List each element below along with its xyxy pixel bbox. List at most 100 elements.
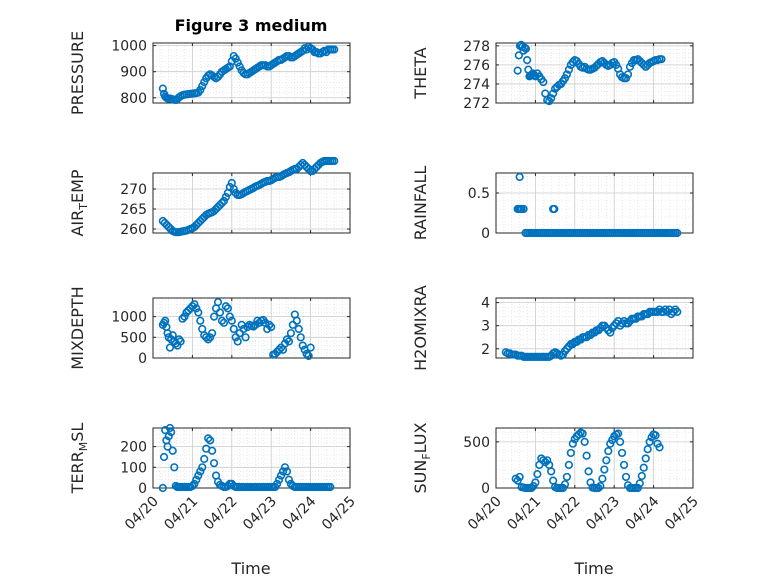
data-point <box>251 320 260 329</box>
subplot-3: 260 265 270 AIRTEMP <box>68 156 351 238</box>
y-tick-label: 200 <box>120 440 147 456</box>
x-tick-label: 04/20 <box>465 494 505 534</box>
x-tick-label: 04/25 <box>319 494 359 534</box>
data-point <box>280 339 290 348</box>
data-point <box>231 54 240 63</box>
y-tick-label: 0.5 <box>468 186 490 202</box>
y-tick-label: 0 <box>481 226 490 242</box>
data-point <box>229 184 238 194</box>
data-point <box>233 58 242 67</box>
data-point <box>219 196 229 206</box>
x-axis-label-left: Time <box>230 559 270 578</box>
subplot-1: 800 900 1000 PRESSURE <box>68 31 351 115</box>
data-point <box>241 333 250 342</box>
data-point <box>580 437 589 446</box>
data-point <box>167 428 176 437</box>
data-point <box>617 448 627 458</box>
data-point <box>194 471 203 480</box>
y-tick-label: 2 <box>481 342 490 358</box>
data-point <box>215 308 225 317</box>
data-point <box>566 448 575 458</box>
data-point <box>208 446 217 455</box>
y-tick-label: 260 <box>120 222 147 238</box>
data-point <box>221 302 230 311</box>
data-point <box>651 431 660 440</box>
data-point <box>547 94 556 103</box>
data-point <box>274 345 284 354</box>
x-axis-label-right: Time <box>573 559 613 578</box>
data-point <box>196 316 205 325</box>
data-point <box>273 479 282 488</box>
data-point <box>168 446 177 455</box>
data-point <box>284 475 294 484</box>
data-point <box>192 304 201 313</box>
data-point <box>596 482 605 491</box>
y-axis-label-5: MIXDEPTH <box>68 286 87 369</box>
data-point <box>229 324 238 334</box>
data-point <box>614 429 623 438</box>
data-point <box>643 445 652 454</box>
data-point <box>330 156 339 166</box>
data-point <box>523 56 532 65</box>
data-point <box>641 454 650 463</box>
y-axis-label-7: TERRMSL <box>68 423 90 495</box>
data-point <box>159 452 169 462</box>
data-point <box>198 463 207 472</box>
subplot-8: 0 500 SUNFLUX 04/20 04/21 04/22 04/23 04/24 04/2… <box>411 422 702 533</box>
data-point <box>296 333 305 342</box>
x-tick-label: 04/24 <box>623 493 663 533</box>
axes-box <box>152 297 351 359</box>
data-point <box>217 316 227 325</box>
data-point <box>549 476 558 485</box>
data-point <box>190 300 199 309</box>
data-point <box>657 55 666 64</box>
data-point <box>515 472 524 482</box>
x-tick-label: 04/24 <box>280 493 320 533</box>
data-point <box>196 467 205 476</box>
y-tick-label: 278 <box>463 39 490 55</box>
data-point <box>598 474 607 483</box>
axes-box <box>495 42 694 104</box>
data-point <box>280 463 290 472</box>
data-point <box>511 474 520 483</box>
y-axis-label-2: THETA <box>411 47 430 99</box>
data-point <box>541 89 550 98</box>
data-point <box>527 483 536 493</box>
y-tick-label: 272 <box>463 96 490 112</box>
data-point <box>574 430 583 439</box>
y-tick-label: 3 <box>481 319 490 335</box>
data-point <box>233 337 242 346</box>
data-point <box>621 472 631 482</box>
data-point <box>564 65 573 74</box>
x-tick-label: 04/21 <box>504 494 544 534</box>
x-tick-label: 04/23 <box>240 494 280 534</box>
data-point <box>239 324 248 334</box>
data-point <box>550 204 559 214</box>
data-point <box>158 483 167 493</box>
data-point <box>219 318 229 327</box>
axes-box <box>495 172 694 234</box>
data-point <box>594 483 603 493</box>
y-tick-label: 265 <box>120 202 147 218</box>
data-point <box>539 456 548 465</box>
x-tick-label: 04/23 <box>583 494 623 534</box>
data-point <box>633 483 642 493</box>
data-point <box>180 312 189 321</box>
data-point <box>163 442 172 451</box>
data-point <box>202 333 211 342</box>
data-point <box>539 77 548 87</box>
data-point <box>208 329 217 338</box>
data-point <box>227 316 236 325</box>
y-tick-label: 1000 <box>111 39 147 55</box>
data-point <box>604 446 613 456</box>
axes-box <box>152 427 351 489</box>
data-point <box>513 66 522 75</box>
y-tick-label: 0 <box>481 481 490 497</box>
subplot-2: 272 274 276 278 THETA <box>411 39 694 112</box>
data-point <box>673 307 682 316</box>
data-point <box>562 472 572 482</box>
data-point <box>645 437 654 446</box>
x-tick-label: 04/25 <box>662 494 702 534</box>
